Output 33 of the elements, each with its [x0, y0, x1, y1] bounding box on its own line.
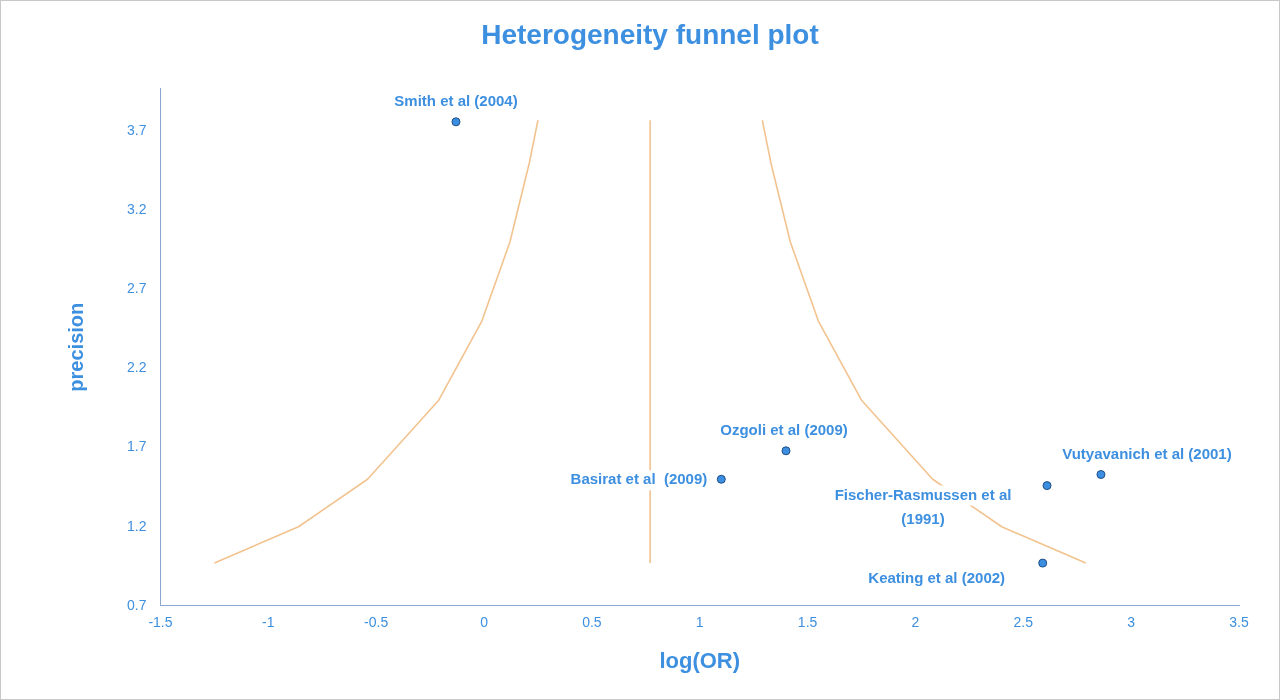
- annotation: Ozgoli et al (2009): [720, 420, 848, 438]
- y-tick-label: 3.2: [126, 201, 147, 218]
- chart-title: Heterogeneity funnel plot: [481, 18, 819, 50]
- annotation: Vutyavanich et al (2001): [1062, 444, 1232, 462]
- annotation: Keating et al (2002): [868, 569, 1006, 587]
- point: [1042, 481, 1052, 491]
- x-tick-label: 1: [695, 614, 704, 631]
- x-tick-label: 0.5: [582, 614, 602, 631]
- x-tick-label: 2: [911, 614, 920, 631]
- point: [1096, 470, 1106, 480]
- x-tick-label: -1: [262, 614, 275, 631]
- annotation: Smith et al (2004): [394, 91, 518, 109]
- y-tick-label: 2.7: [126, 280, 147, 297]
- x-axis-title: log(OR): [659, 647, 741, 673]
- x-tick-label: 3: [1127, 614, 1136, 631]
- x-tick-label: 3.5: [1229, 614, 1249, 631]
- x-tick-label: 2.5: [1013, 614, 1034, 631]
- y-tick-label: 1.2: [126, 517, 147, 534]
- y-tick-label: 0.7: [126, 596, 147, 613]
- x-tick-label: 1.5: [797, 614, 818, 631]
- x-tick-label: -0.5: [364, 614, 389, 631]
- x-tick-label: -1.5: [148, 614, 173, 631]
- x-tick-label: 0: [480, 614, 489, 631]
- point: [1038, 558, 1048, 568]
- point: [451, 117, 461, 127]
- annotation: Basirat et al (2009): [570, 470, 708, 488]
- y-tick-label: 1.7: [126, 438, 147, 455]
- y-tick-label: 2.2: [126, 359, 147, 376]
- point: [716, 474, 726, 484]
- y-axis-title: precision: [64, 302, 87, 392]
- y-tick-label: 3.7: [126, 122, 147, 139]
- annotation: Fischer-Rasmussen et al (1991): [834, 485, 1012, 527]
- point: [781, 446, 791, 456]
